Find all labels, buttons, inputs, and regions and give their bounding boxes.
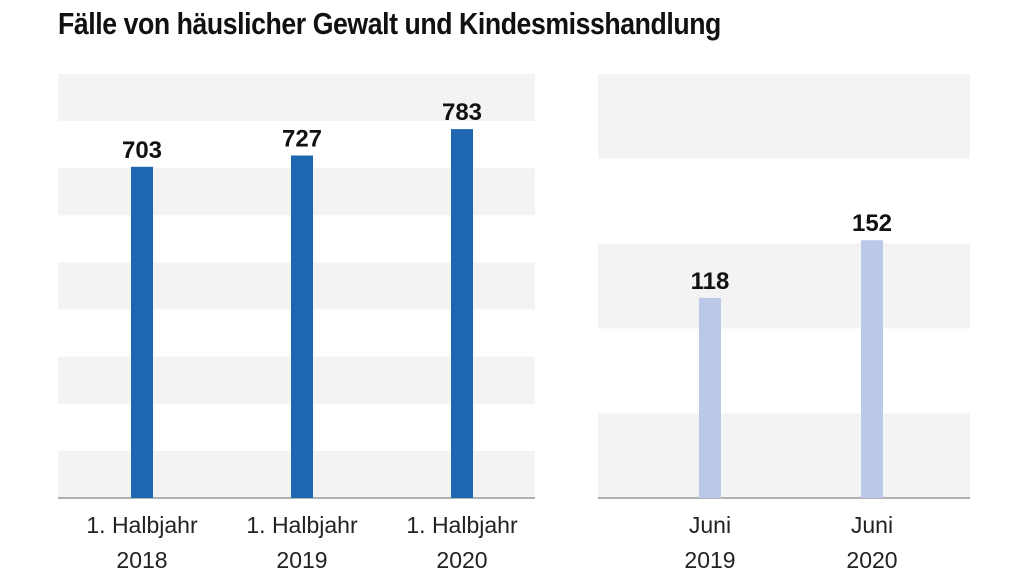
x-tick-label: 1. Halbjahr: [86, 512, 198, 538]
x-tick-label: 2019: [276, 547, 327, 573]
bar: [451, 129, 473, 498]
chart-title: Fälle von häuslicher Gewalt und Kindesmi…: [58, 6, 721, 41]
bar: [861, 240, 883, 498]
grid-band: [598, 74, 970, 159]
chart-panel-juni: 118 Juni 2019 152 Juni 2020: [598, 74, 970, 573]
x-tick-label: 1. Halbjahr: [406, 512, 518, 538]
x-tick-label: 2019: [684, 547, 735, 573]
chart-panel-halbjahr: 703 1. Halbjahr 2018 727 1. Halbjahr 2019 783 1…: [58, 74, 535, 573]
bar: [291, 155, 313, 498]
grid-band: [598, 413, 970, 498]
data-label: 118: [691, 268, 730, 295]
data-label: 783: [442, 99, 482, 126]
x-tick-label: 2020: [846, 547, 897, 573]
x-tick-label: 2018: [116, 547, 167, 573]
data-label: 727: [282, 126, 322, 153]
bar: [699, 297, 721, 498]
x-tick-label: 1. Halbjahr: [246, 512, 358, 538]
grid-band: [58, 74, 535, 122]
x-tick-label: 2020: [436, 547, 487, 573]
x-tick-label: Juni: [851, 512, 893, 538]
grid-band: [598, 243, 970, 329]
data-label: 703: [122, 137, 162, 164]
x-tick-label: Juni: [689, 512, 731, 538]
data-label: 152: [852, 210, 892, 237]
bar: [131, 166, 153, 498]
